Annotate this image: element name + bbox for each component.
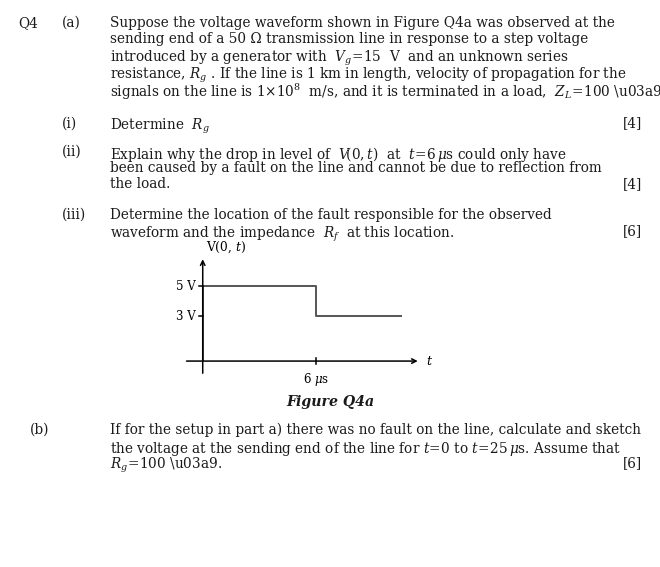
Text: (a): (a)	[62, 16, 81, 30]
Text: the voltage at the sending end of the line for $t\!=\!0$ to $t\!=\!25\,\mu$s. As: the voltage at the sending end of the li…	[110, 439, 621, 458]
Text: If for the setup in part a) there was no fault on the line, calculate and sketch: If for the setup in part a) there was no…	[110, 423, 641, 437]
Text: the load.: the load.	[110, 177, 170, 192]
Text: 3 V: 3 V	[176, 310, 196, 323]
Text: signals on the line is 1$\times$10$^8$  m/s, and it is terminated in a load,  $Z: signals on the line is 1$\times$10$^8$ m…	[110, 82, 660, 102]
Text: (iii): (iii)	[62, 208, 86, 222]
Text: waveform and the impedance  $R_f$  at this location.: waveform and the impedance $R_f$ at this…	[110, 225, 454, 244]
Text: [6]: [6]	[623, 456, 642, 470]
Text: V(0, $t$): V(0, $t$)	[205, 239, 246, 255]
Text: [4]: [4]	[623, 116, 642, 130]
Text: introduced by a generator with  $V_g\!=\!15$  V  and an unknown series: introduced by a generator with $V_g\!=\!…	[110, 49, 568, 68]
Text: Suppose the voltage waveform shown in Figure Q4a was observed at the: Suppose the voltage waveform shown in Fi…	[110, 16, 615, 30]
Text: $R_g\!=\!100$ \u03a9.: $R_g\!=\!100$ \u03a9.	[110, 456, 222, 475]
Text: (ii): (ii)	[62, 145, 82, 159]
Text: 6 $\mu$s: 6 $\mu$s	[303, 371, 329, 388]
Text: Determine the location of the fault responsible for the observed: Determine the location of the fault resp…	[110, 208, 552, 222]
Text: Determine  $R_g$: Determine $R_g$	[110, 116, 210, 136]
Text: been caused by a fault on the line and cannot be due to reflection from: been caused by a fault on the line and c…	[110, 161, 602, 175]
Text: resistance, $R_g$ . If the line is 1 km in length, velocity of propagation for t: resistance, $R_g$ . If the line is 1 km …	[110, 66, 626, 85]
Text: [4]: [4]	[623, 177, 642, 192]
Text: Q4: Q4	[18, 16, 38, 30]
Text: $t$: $t$	[426, 354, 433, 367]
Text: 5 V: 5 V	[176, 280, 196, 293]
Text: (i): (i)	[62, 116, 77, 130]
Text: Figure Q4a: Figure Q4a	[286, 395, 374, 409]
Text: Explain why the drop in level of  $V\!(0,t)$  at  $t\!=\!6\,\mu$s could only hav: Explain why the drop in level of $V\!(0,…	[110, 145, 566, 163]
Text: sending end of a 50 Ω transmission line in response to a step voltage: sending end of a 50 Ω transmission line …	[110, 32, 588, 46]
Text: (b): (b)	[30, 423, 50, 437]
Text: [6]: [6]	[623, 225, 642, 239]
